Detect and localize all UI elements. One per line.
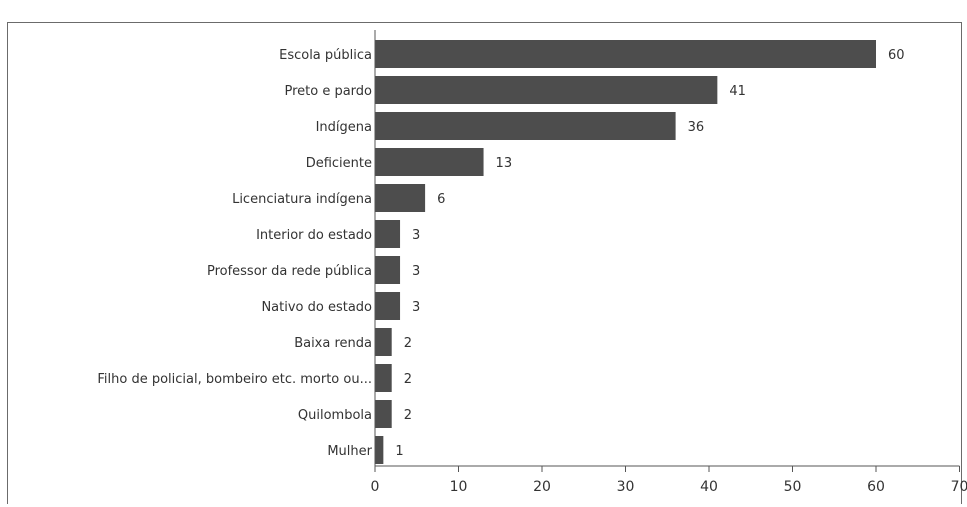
value-label: 6: [437, 192, 445, 207]
category-label: Mulher: [327, 444, 372, 459]
value-label: 2: [404, 336, 412, 351]
value-label: 3: [412, 228, 420, 243]
value-label: 60: [888, 48, 905, 63]
x-tick-label: 70: [951, 479, 967, 495]
bar: [375, 364, 392, 392]
x-axis: 0 10 20 30 40 50 60 70: [371, 30, 967, 495]
category-label: Escola pública: [279, 48, 372, 63]
value-label: 36: [688, 120, 705, 135]
chart-frame: [7, 22, 962, 504]
category-label: Deficiente: [306, 156, 372, 171]
bar: [375, 76, 718, 104]
bar: [375, 220, 401, 248]
value-label: 2: [404, 372, 412, 387]
value-labels: 60 41 36 13 6 3 3 3 2 2 2 1: [395, 48, 904, 459]
bar: [375, 148, 484, 176]
x-tick-label: 0: [371, 479, 380, 495]
category-label: Preto e pardo: [284, 84, 372, 99]
x-tick-label: 20: [533, 479, 551, 495]
x-tick-label: 30: [617, 479, 635, 495]
category-label: Professor da rede pública: [207, 264, 372, 279]
x-tick-label: 10: [450, 479, 468, 495]
value-label: 13: [496, 156, 513, 171]
value-label: 1: [395, 444, 403, 459]
value-label: 3: [412, 300, 420, 315]
bar: [375, 112, 676, 140]
bars-group: [375, 40, 876, 464]
category-label: Interior do estado: [256, 228, 372, 243]
category-label: Baixa renda: [294, 336, 372, 351]
bar: [375, 328, 392, 356]
bar: [375, 184, 426, 212]
x-tick-label: 40: [700, 479, 718, 495]
category-labels: Escola pública Preto e pardo Indígena Defic…: [97, 48, 372, 459]
value-label: 41: [729, 84, 746, 99]
x-tick-label: 50: [784, 479, 802, 495]
value-label: 2: [404, 408, 412, 423]
category-label: Indígena: [316, 120, 372, 135]
category-label: Nativo do estado: [261, 300, 372, 315]
bar: [375, 292, 401, 320]
bar: [375, 400, 392, 428]
category-label: Licenciatura indígena: [232, 192, 372, 207]
bar: [375, 436, 384, 464]
value-label: 3: [412, 264, 420, 279]
x-tick-label: 60: [867, 479, 885, 495]
category-label: Filho de policial, bombeiro etc. morto o…: [97, 372, 372, 387]
category-label: Quilombola: [298, 408, 372, 423]
bar: [375, 40, 876, 68]
bar: [375, 256, 401, 284]
